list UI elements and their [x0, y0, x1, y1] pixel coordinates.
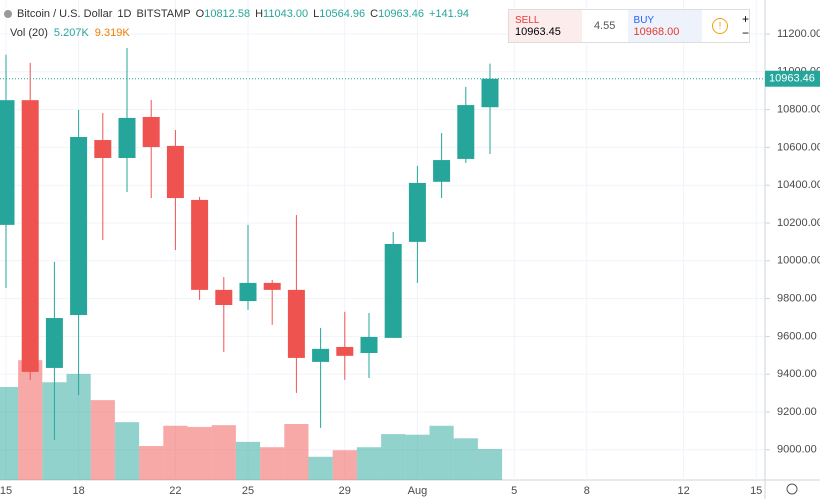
sell-button[interactable]: SELL 10963.45	[509, 10, 582, 42]
volume-bar	[90, 400, 115, 480]
volume-bar	[429, 425, 454, 480]
ohlc: O 10812.58 H 11043.00 L 10564.96 C 10963.46	[196, 8, 424, 20]
ohlc-value: 10812.58	[204, 8, 251, 20]
buy-price: 10968.00	[633, 25, 680, 38]
candle-body	[45, 318, 63, 368]
volume-bar	[477, 448, 503, 480]
y-tick-label: 10400.00	[777, 179, 820, 191]
ohlc-key: L	[313, 8, 320, 20]
symbol: Bitcoin / U.S. Dollar	[17, 8, 113, 20]
candle-body	[384, 243, 402, 338]
candle-body	[70, 137, 88, 316]
candle-body	[457, 105, 475, 159]
y-tick-label: 9800.00	[777, 292, 817, 304]
info-icon[interactable]: !	[711, 18, 728, 34]
volume-value: 5.207K	[53, 27, 89, 39]
volume-ma: 9.319K	[94, 27, 130, 39]
candle-body	[408, 182, 426, 242]
spread: 4.55	[593, 20, 616, 32]
y-tick-label: 10000.00	[777, 255, 820, 267]
candle-body	[263, 282, 281, 290]
buy-button[interactable]: BUY 10968.00	[627, 10, 702, 42]
y-tick-label: 9000.00	[777, 444, 817, 456]
candle-body	[166, 145, 184, 199]
ohlc-key: H	[255, 8, 264, 20]
status-dot	[4, 10, 12, 18]
volume-bar	[187, 426, 212, 480]
candle-body	[481, 78, 499, 108]
ohlc-value: 11043.00	[263, 8, 309, 20]
volume-bar	[381, 434, 406, 480]
volume-bar	[453, 438, 478, 480]
volume-bar	[18, 360, 43, 480]
volume-bar	[356, 447, 382, 480]
ohlc-value: 10963.46	[378, 8, 424, 20]
volume-bar	[308, 456, 333, 480]
ohlc-value: 10564.96	[319, 8, 366, 20]
y-tick-label: 9600.00	[777, 330, 817, 342]
ohlc-key: C	[370, 8, 379, 20]
interval: 1D	[117, 8, 132, 20]
exchange: BITSTAMP	[136, 8, 191, 20]
candle-body	[239, 282, 257, 302]
y-tick-label: 10800.00	[777, 104, 820, 116]
x-tick-label: Aug	[408, 485, 428, 497]
y-tick-label: 10600.00	[777, 141, 820, 153]
volume-bar	[139, 446, 164, 480]
x-tick-label: 15	[750, 485, 762, 497]
candle-body	[118, 117, 136, 158]
volume-bar	[405, 434, 430, 480]
candle-body	[0, 100, 15, 225]
volume-bar	[284, 423, 309, 480]
x-tick-label: 22	[169, 485, 181, 497]
buy-label: BUY	[633, 14, 655, 26]
x-tick-label: 12	[677, 485, 689, 497]
volume-bar	[163, 425, 188, 480]
x-tick-label: 18	[72, 485, 84, 497]
candle-body	[94, 140, 112, 158]
volume-bar	[211, 425, 236, 480]
y-tick-label: 9200.00	[777, 406, 817, 418]
candle-body	[142, 116, 160, 148]
y-tick-label: 11200.00	[777, 28, 820, 40]
last-price-label: 10963.46	[769, 73, 815, 85]
ohlc-key: O	[195, 8, 205, 20]
candle-body	[433, 160, 451, 182]
volume-bar	[235, 441, 261, 480]
candle-body	[21, 100, 39, 372]
y-tick-label: 9400.00	[777, 368, 817, 380]
x-tick-label: 15	[0, 485, 12, 497]
volume-bar	[114, 422, 140, 480]
candle-body	[191, 199, 209, 290]
volume-bar	[332, 450, 357, 480]
x-tick-label: 29	[339, 485, 351, 497]
sell-price: 10963.45	[515, 25, 561, 38]
candle-body	[312, 348, 330, 362]
x-tick-label: 25	[242, 485, 254, 497]
x-tick-label: 8	[584, 485, 590, 497]
symbol-legend: Bitcoin / U.S. Dollar 1D BITSTAMP O 10812.5…	[4, 8, 469, 20]
volume-title: Vol (20)	[10, 27, 48, 39]
candle-body	[360, 336, 378, 354]
candle-body	[215, 289, 233, 306]
candle-body	[287, 289, 305, 358]
last-price-badge	[765, 70, 820, 87]
sell-label: SELL	[515, 14, 540, 26]
zoom-buttons[interactable]: + −	[741, 12, 749, 40]
trade-panel: SELL 10963.45 4.55 BUY 10968.00 ! + −	[508, 9, 750, 43]
volume-legend: Vol (20) 5.207K 9.319K	[10, 27, 130, 39]
change: +141.94	[428, 8, 470, 20]
x-tick-label: 5	[511, 485, 517, 497]
volume-bar	[260, 447, 285, 480]
candle-body	[336, 346, 354, 356]
volume-bar	[0, 387, 19, 480]
settings-icon[interactable]	[786, 483, 798, 495]
y-tick-label: 10200.00	[777, 217, 820, 229]
